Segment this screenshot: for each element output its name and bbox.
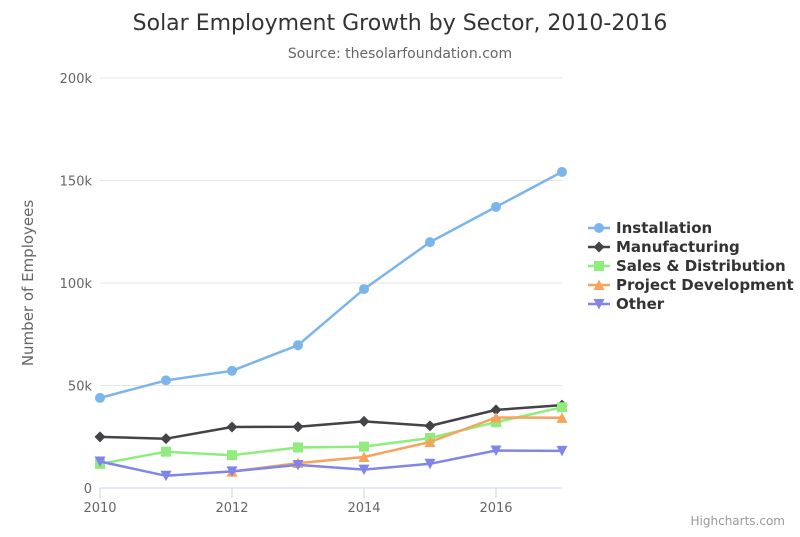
x-tick-label: 2016 xyxy=(479,501,512,516)
legend-symbol-manufacturing[interactable] xyxy=(593,241,605,253)
legend-item-installation[interactable]: Installation xyxy=(588,219,712,237)
data-point-other[interactable] xyxy=(424,458,436,470)
data-point-installation[interactable] xyxy=(95,392,105,403)
legend-label: Sales & Distribution xyxy=(616,257,786,275)
y-tick-label: 150k xyxy=(60,175,93,190)
data-point-manufacturing[interactable] xyxy=(490,404,502,416)
legend-symbol-project-development[interactable] xyxy=(593,279,605,291)
chart-title: Solar Employment Growth by Sector, 2010-… xyxy=(133,11,668,36)
legend-item-project-development[interactable]: Project Development xyxy=(588,276,794,294)
data-point-installation[interactable] xyxy=(425,237,435,248)
data-point-other[interactable] xyxy=(226,466,238,477)
y-tick-label: 200k xyxy=(60,72,93,87)
legend-label: Manufacturing xyxy=(616,238,740,256)
legend-item-sales-distribution[interactable]: Sales & Distribution xyxy=(588,257,786,275)
data-point-other[interactable] xyxy=(292,459,304,471)
series-line-installation[interactable] xyxy=(98,170,564,400)
data-point-installation[interactable] xyxy=(293,340,303,351)
y-axis-title: Number of Employees xyxy=(19,200,37,367)
series-installation xyxy=(95,166,567,403)
x-tick-label: 2010 xyxy=(83,501,116,516)
legend-item-manufacturing[interactable]: Manufacturing xyxy=(588,238,740,256)
data-point-sales-distribution[interactable] xyxy=(557,402,567,413)
data-point-installation[interactable] xyxy=(227,365,237,376)
series-line-sales-distribution[interactable] xyxy=(98,406,564,466)
data-point-installation[interactable] xyxy=(557,166,567,177)
legend-symbol-sales-distribution[interactable] xyxy=(594,261,604,271)
legend-symbol-other[interactable] xyxy=(593,299,605,310)
data-point-sales-distribution[interactable] xyxy=(227,450,237,461)
data-point-manufacturing[interactable] xyxy=(94,431,106,443)
data-point-project-development[interactable] xyxy=(358,451,370,463)
y-tick-label: 50k xyxy=(68,380,93,395)
data-point-manufacturing[interactable] xyxy=(292,421,304,433)
series-line-other[interactable] xyxy=(98,449,564,478)
data-point-manufacturing[interactable] xyxy=(226,421,238,433)
data-point-sales-distribution[interactable] xyxy=(359,441,369,452)
x-tick-label: 2014 xyxy=(347,501,380,516)
data-point-manufacturing[interactable] xyxy=(358,415,370,427)
legend-symbol-installation[interactable] xyxy=(594,223,604,233)
data-point-sales-distribution[interactable] xyxy=(293,442,303,453)
y-tick-label: 0 xyxy=(84,482,92,497)
grid-lines xyxy=(100,77,562,386)
data-point-other[interactable] xyxy=(358,464,370,476)
data-point-other[interactable] xyxy=(160,470,172,482)
x-tick-label: 2012 xyxy=(215,501,248,516)
data-point-project-development[interactable] xyxy=(424,436,436,447)
data-point-manufacturing[interactable] xyxy=(160,433,172,445)
x-axis: 2010 2012 2014 2016 xyxy=(83,487,562,516)
y-tick-label: 100k xyxy=(60,277,93,292)
data-point-other[interactable] xyxy=(94,456,106,468)
credits-link[interactable]: Highcharts.com xyxy=(691,514,785,528)
chart-subtitle: Source: thesolarfoundation.com xyxy=(288,46,512,62)
data-point-manufacturing[interactable] xyxy=(424,420,436,432)
data-point-installation[interactable] xyxy=(359,284,369,295)
series-other xyxy=(94,445,568,482)
series-line-project-development[interactable] xyxy=(230,416,564,473)
legend-label: Installation xyxy=(616,219,712,237)
data-point-sales-distribution[interactable] xyxy=(161,446,171,457)
data-point-installation[interactable] xyxy=(491,201,501,212)
legend-label: Other xyxy=(616,295,665,313)
y-axis-ticks: 0 50k 100k 150k 200k xyxy=(60,72,93,497)
legend-label: Project Development xyxy=(616,276,794,294)
legend-item-other[interactable]: Other xyxy=(588,295,665,313)
data-point-project-development[interactable] xyxy=(490,411,502,423)
data-point-other[interactable] xyxy=(556,445,568,457)
data-point-other[interactable] xyxy=(490,445,502,457)
series-group xyxy=(94,166,568,482)
series-line-manufacturing[interactable] xyxy=(98,403,564,440)
data-point-project-development[interactable] xyxy=(556,412,568,423)
data-point-installation[interactable] xyxy=(161,375,171,386)
